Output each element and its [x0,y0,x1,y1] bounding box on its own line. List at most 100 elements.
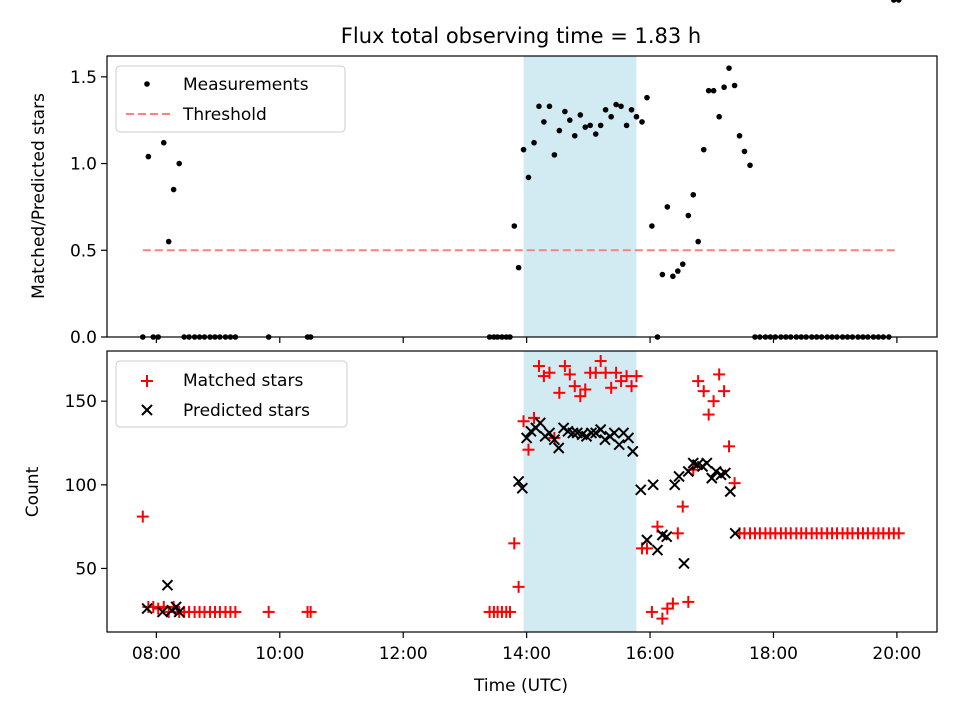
predicted-star-point [512,475,525,488]
predicted-star-point [599,433,611,446]
count-y-axis-title: Count [23,466,43,517]
matched-star-point [692,375,705,388]
measurement-point [731,82,738,89]
matched-star-point [707,395,720,408]
predicted-star-point [729,527,741,540]
predicted-star-point [543,427,556,439]
predicted-star-point [590,427,602,439]
matched-star-point [508,537,521,550]
measurement-point [536,103,542,110]
measurement-point [891,0,897,3]
measurement-point [567,117,573,123]
measurement-point [577,112,584,118]
matched-star-point [656,612,669,625]
x-tick-label: 08:00 [132,644,181,664]
predicted-star-point [627,445,639,458]
measurement-point [520,146,527,153]
measurement-point [170,186,177,193]
measurement-point [690,191,697,198]
measurement-point [726,65,732,71]
legend-measurements-marker [144,81,150,87]
matched-star-point [666,597,679,610]
measurement-point [592,131,599,137]
ratio-axes-frame [106,55,938,338]
matched-star-point [630,370,643,383]
measurement-point [644,94,650,101]
matched-star-point [625,380,638,393]
measurement-point [721,84,727,91]
predicted-star-point [710,465,722,478]
ratio-y-ticks: 0.0 0.5 1.0 1.5 [70,68,107,348]
legend-predicted-marker [141,404,153,416]
matched-star-point [503,605,516,618]
predicted-star-point [567,427,579,439]
matched-star-point [682,595,695,608]
ratio-y-tick-label: 1.0 [70,155,97,175]
measurement-point [608,113,614,120]
x-tick-label: 18:00 [749,644,798,664]
measurement-point [541,119,547,125]
count-y-tick-label: 150 [65,392,97,412]
predicted-star-point [553,442,565,454]
matched-star-point [229,605,242,618]
measurement-point [700,146,707,153]
count-axes-frame [106,350,938,633]
measurement-point [695,238,701,245]
matched-star-point [892,527,905,540]
matched-star-point [262,605,275,618]
predicted-star-point [534,417,546,429]
measurement-point [597,122,604,129]
x-tick-label: 12:00 [379,644,428,664]
matched-star-point [594,355,607,368]
measurement-point [525,174,532,181]
x-tick-label: 20:00 [872,644,921,664]
count-y-tick-label: 50 [75,559,97,579]
matched-star-point [718,385,731,398]
matched-star-point [599,366,612,379]
measurement-point [679,261,686,267]
count-panel: 50 100 150 08:00 10:00 12:00 14:00 16:00 18:00 2… [23,350,938,696]
ratio-y-tick-label: 1.5 [70,68,97,88]
measurement-point [664,204,671,210]
predicted-star-point [613,438,625,451]
matched-star-point [615,375,628,388]
x-tick-label: 14:00 [502,644,551,664]
measurement-point [623,122,630,129]
predicted-star-point [661,530,673,543]
x-tick-label: 10:00 [255,644,304,664]
measurement-point [659,271,666,278]
x-axis-title: Time (UTC) [473,676,568,696]
legend-matched-marker [141,375,153,387]
matched-star-point [532,360,545,373]
matched-star-point [640,542,653,555]
matched-star-point [713,368,726,381]
predicted-star-point [580,430,593,443]
predicted-star-point [585,427,598,439]
ratio-legend-box [115,65,346,133]
measurement-points [139,0,902,340]
legend-measurements-label: Measurements [183,75,309,95]
matched-star-point [723,440,736,453]
ratio-y-tick-label: 0.5 [70,241,97,261]
predicted-star-point [173,606,185,618]
legend-threshold-label: Threshold [182,105,267,125]
predicted-star-point [141,602,153,615]
matched-star-point [661,602,674,615]
predicted-star-point [641,534,653,546]
count-x-ticks: 08:00 10:00 12:00 14:00 16:00 18:00 20:00 [132,632,921,664]
matched-star-point [702,408,715,421]
measurement-point [145,153,152,160]
measurement-point [747,162,753,169]
predicted-star-point [161,579,174,591]
matched-stars-points [136,355,905,625]
measurement-point [551,152,558,158]
predicted-star-point [156,606,169,618]
measurement-point [587,122,593,129]
count-y-tick-label: 100 [65,476,97,496]
predicted-star-point [608,427,620,439]
matched-star-point [605,381,618,394]
measurement-point [675,268,681,274]
matched-star-point [528,411,541,424]
